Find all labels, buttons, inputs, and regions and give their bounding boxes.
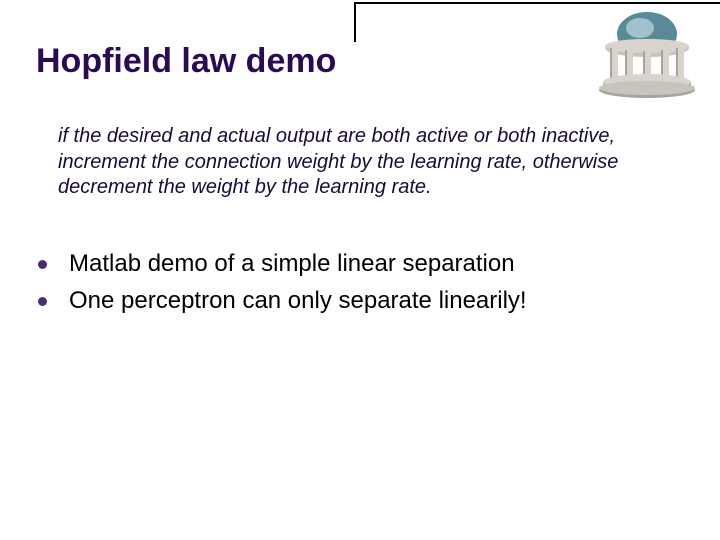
page-title: Hopfield law demo bbox=[36, 42, 336, 81]
title-rule bbox=[354, 2, 720, 42]
quote-paragraph: if the desired and actual output are bot… bbox=[58, 124, 676, 201]
title-region: Hopfield law demo bbox=[36, 42, 720, 82]
bullet-text: One perceptron can only separate lineari… bbox=[69, 285, 527, 316]
bullet-text: Matlab demo of a simple linear separatio… bbox=[69, 248, 515, 279]
list-item: Matlab demo of a simple linear separatio… bbox=[38, 248, 680, 279]
list-item: One perceptron can only separate lineari… bbox=[38, 285, 680, 316]
bullet-icon bbox=[38, 297, 47, 306]
bullet-icon bbox=[38, 260, 47, 269]
bullet-list: Matlab demo of a simple linear separatio… bbox=[38, 248, 680, 322]
